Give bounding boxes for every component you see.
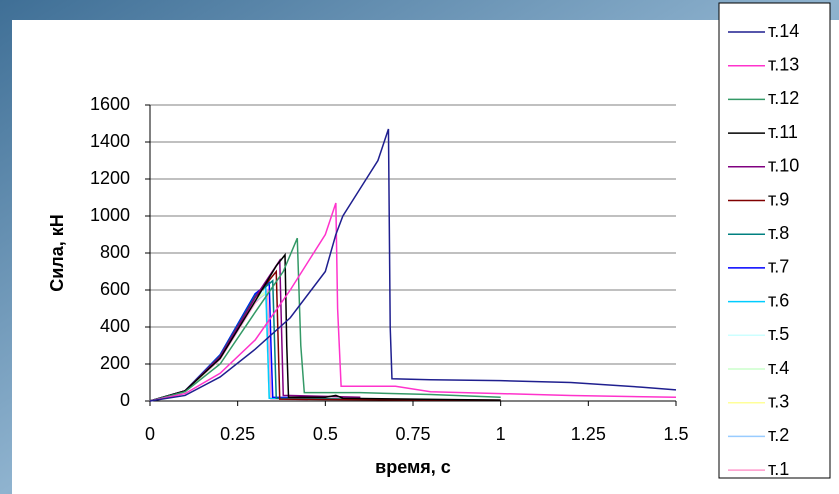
legend-label: т.11 [768, 122, 798, 142]
y-tick-label: 1600 [90, 94, 130, 114]
x-tick-label: 1 [496, 424, 506, 444]
x-axis-title: время, с [375, 457, 451, 477]
legend-label: т.4 [768, 358, 789, 378]
legend-label: т.7 [768, 257, 789, 277]
y-tick-label: 200 [100, 353, 130, 373]
y-tick-label: 0 [120, 390, 130, 410]
legend-label: т.3 [768, 391, 789, 411]
y-tick-label: 800 [100, 242, 130, 262]
x-tick-label: 0.75 [395, 424, 430, 444]
y-tick-label: 400 [100, 316, 130, 336]
x-tick-label: 0.25 [220, 424, 255, 444]
x-tick-label: 1.5 [663, 424, 688, 444]
x-tick-label: 0 [145, 424, 155, 444]
y-tick-label: 600 [100, 279, 130, 299]
series-line [149, 252, 501, 402]
x-tick-label: 1.25 [571, 424, 606, 444]
y-tick-label: 1200 [90, 168, 130, 188]
legend-box [718, 2, 831, 479]
y-tick-label: 1000 [90, 205, 130, 225]
legend-label: т.6 [768, 290, 789, 310]
legend-label: т.9 [768, 189, 789, 209]
legend-label: т.2 [768, 425, 789, 445]
y-axis-title: Сила, кН [47, 214, 67, 292]
x-tick-label: 0.5 [313, 424, 338, 444]
legend-label: т.13 [768, 54, 799, 74]
legend-label: т.1 [768, 459, 789, 479]
legend-label: т.5 [768, 324, 789, 344]
legend-label: т.8 [768, 223, 789, 243]
series-line [149, 237, 501, 402]
legend-label: т.10 [768, 156, 799, 176]
series-line [149, 128, 677, 402]
y-tick-label: 1400 [90, 131, 130, 151]
legend-label: т.12 [768, 88, 799, 108]
series-line [149, 202, 677, 402]
legend-label: т.14 [768, 21, 799, 41]
